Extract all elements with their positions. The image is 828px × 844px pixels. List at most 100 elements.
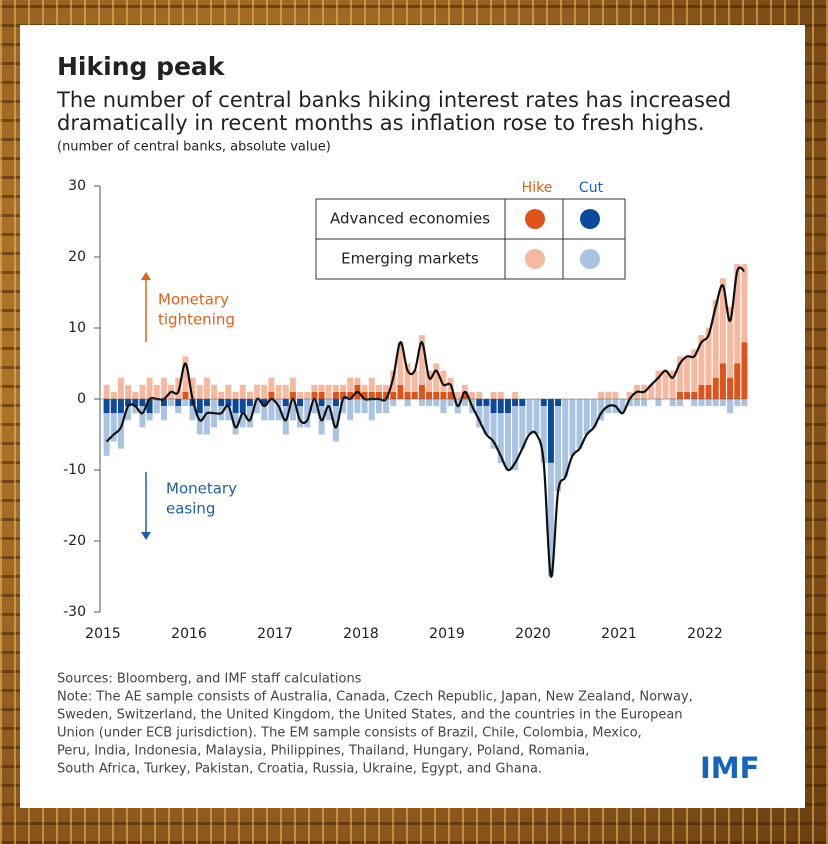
bar xyxy=(160,406,167,421)
bar xyxy=(340,391,347,399)
bar xyxy=(684,391,691,399)
bar xyxy=(698,399,705,407)
annotation-arrowhead xyxy=(141,272,151,280)
bar xyxy=(547,399,554,463)
bar xyxy=(390,391,397,399)
bar xyxy=(318,391,325,399)
x-tick-label: 2022 xyxy=(687,626,723,642)
bar xyxy=(225,384,232,399)
bar xyxy=(519,399,526,407)
bar xyxy=(562,399,569,478)
logo: IMF xyxy=(700,751,759,785)
bar xyxy=(691,349,698,392)
bar xyxy=(311,391,318,399)
bar xyxy=(289,377,296,392)
bar xyxy=(676,356,683,392)
bar xyxy=(261,399,268,407)
bar xyxy=(168,399,175,407)
bar xyxy=(304,391,311,399)
bar xyxy=(490,399,497,414)
bar xyxy=(125,384,132,399)
bar xyxy=(497,391,504,399)
annotation: tightening xyxy=(158,311,235,329)
bar xyxy=(146,377,153,399)
bar xyxy=(218,391,225,399)
bar xyxy=(612,391,619,399)
bar xyxy=(311,384,318,392)
bar xyxy=(404,363,411,392)
bar xyxy=(225,406,232,421)
bar xyxy=(433,399,440,407)
bar xyxy=(598,399,605,421)
bar xyxy=(139,406,146,428)
bar xyxy=(547,462,554,577)
bar xyxy=(626,391,633,399)
bar xyxy=(712,299,719,378)
bar xyxy=(533,399,540,435)
bar xyxy=(698,335,705,385)
y-tick-label: 30 xyxy=(68,178,86,194)
bar xyxy=(354,377,361,385)
bar xyxy=(139,384,146,399)
bar xyxy=(691,391,698,399)
bar xyxy=(125,399,132,407)
bar xyxy=(555,399,562,407)
legend-header: Hike xyxy=(522,180,553,196)
bar xyxy=(153,384,160,399)
bar xyxy=(648,384,655,399)
bar xyxy=(512,391,519,399)
legend-header: Cut xyxy=(579,180,604,196)
bar xyxy=(684,356,691,392)
bar xyxy=(727,399,734,414)
bar xyxy=(461,391,468,399)
bar xyxy=(297,391,304,399)
bar xyxy=(203,406,210,435)
bar xyxy=(418,335,425,385)
bar xyxy=(397,342,404,385)
bar xyxy=(476,391,483,399)
bar xyxy=(246,399,253,407)
bar xyxy=(211,384,218,399)
bar xyxy=(497,399,504,414)
bar xyxy=(483,406,490,435)
legend-label: Advanced economies xyxy=(330,210,490,228)
bar xyxy=(103,413,110,456)
annotation-arrowhead xyxy=(141,532,151,540)
bar xyxy=(246,406,253,428)
bar xyxy=(175,406,182,414)
bar xyxy=(254,384,261,399)
bar xyxy=(340,384,347,392)
bar xyxy=(117,399,124,414)
bar xyxy=(318,399,325,407)
bar xyxy=(232,413,239,435)
bar xyxy=(734,399,741,407)
bar xyxy=(361,391,368,399)
bar xyxy=(354,399,361,414)
bar xyxy=(110,391,117,399)
bar xyxy=(282,399,289,407)
bar xyxy=(741,399,748,407)
bar xyxy=(182,399,189,407)
bar xyxy=(576,399,583,449)
bar xyxy=(325,384,332,399)
bar xyxy=(469,391,476,399)
bar xyxy=(132,406,139,414)
bar xyxy=(196,399,203,414)
bar xyxy=(605,391,612,399)
bar xyxy=(361,384,368,392)
bar xyxy=(641,399,648,407)
x-tick-label: 2015 xyxy=(85,626,121,642)
bar xyxy=(583,399,590,435)
bar xyxy=(447,391,454,399)
bar xyxy=(332,399,339,407)
bar xyxy=(275,399,282,421)
bar xyxy=(404,399,411,407)
bar xyxy=(110,399,117,414)
bar xyxy=(719,278,726,364)
bar xyxy=(519,406,526,449)
bar xyxy=(318,384,325,392)
bar xyxy=(368,399,375,421)
x-tick-label: 2020 xyxy=(515,626,551,642)
legend-swatch xyxy=(525,209,545,229)
